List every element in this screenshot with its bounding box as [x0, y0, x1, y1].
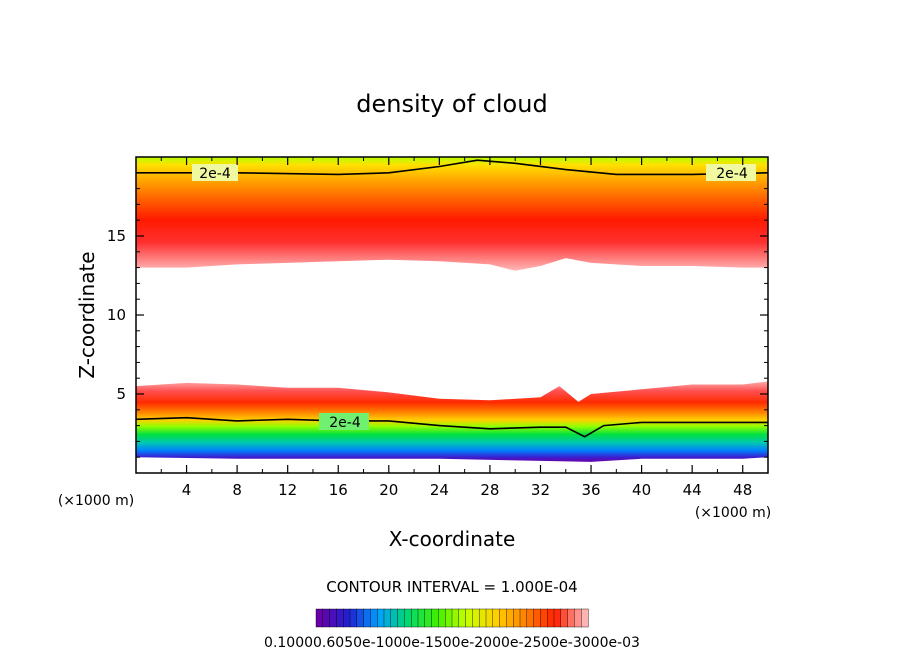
colorbar-cell — [363, 608, 372, 628]
x-unit-left: (×1000 m) — [58, 493, 134, 509]
x-tick-label: 12 — [278, 481, 297, 499]
colorbar-cell — [574, 608, 582, 628]
colorbar-cell — [349, 608, 358, 628]
colorbar-cell — [431, 608, 440, 628]
colorbar-cell — [404, 608, 412, 628]
colorbar-cell — [397, 608, 406, 628]
contour-line-upper — [136, 159, 768, 176]
colorbar-cell — [438, 608, 446, 628]
colorbar-cell — [370, 608, 378, 628]
colorbar-cell — [540, 608, 548, 628]
contour-labels: 2e-4 2e-4 2e-4 — [192, 164, 756, 431]
colorbar-cell — [445, 608, 453, 628]
colorbar-cell — [499, 608, 508, 628]
colorbar-cell — [492, 608, 501, 628]
x-tick-label: 48 — [733, 481, 752, 499]
x-tick-label: 28 — [480, 481, 499, 499]
x-tick-label: 4 — [182, 481, 192, 499]
colorbar-cell — [465, 608, 474, 628]
x-tick-label: 32 — [531, 481, 550, 499]
lower-cloud-layer — [136, 381, 768, 462]
contour-line-lower — [136, 416, 768, 438]
y-axis: 5 10 15 — [107, 172, 768, 458]
x-axis-label: X-coordinate — [389, 527, 516, 551]
x-tick-label: 16 — [329, 481, 348, 499]
chart-title: density of cloud — [356, 90, 547, 118]
colorbar-cell — [485, 608, 494, 628]
colorbar-cell — [383, 608, 392, 628]
colorbar-cell — [377, 608, 385, 628]
colorbar-cell — [451, 608, 460, 628]
colorbar-cell — [560, 608, 569, 628]
x-tick-label: 36 — [581, 481, 600, 499]
x-axis: 4 8 12 16 20 24 28 32 36 40 44 48 — [160, 157, 752, 499]
contour-interval: CONTOUR INTERVAL = 1.000E-04 — [326, 578, 577, 596]
upper-cloud-layer — [136, 157, 768, 271]
colorbar-cell — [411, 608, 419, 628]
x-unit-right: (×1000 m) — [695, 505, 771, 521]
colorbar-cell — [526, 608, 535, 628]
colorbar-cell — [547, 608, 555, 628]
colorbar-cell — [479, 608, 487, 628]
colorbar-labels: 0.10000.6050e-1000e-1500e-2000e-2500e-30… — [264, 635, 640, 651]
colorbar-cell — [567, 608, 575, 628]
colorbar-cell — [424, 608, 433, 628]
colorbar — [315, 608, 589, 628]
colorbar-cell — [458, 608, 467, 628]
y-tick-label: 5 — [116, 385, 126, 403]
contour-label-upper-left: 2e-4 — [199, 166, 231, 182]
colorbar-cell — [519, 608, 528, 628]
x-tick-label: 8 — [232, 481, 242, 499]
contour-label-lower: 2e-4 — [329, 415, 361, 431]
y-tick-label: 15 — [107, 227, 126, 245]
colorbar-cell — [513, 608, 521, 628]
colorbar-cell — [581, 608, 589, 628]
colorbar-cell — [553, 608, 562, 628]
colorbar-cell — [533, 608, 541, 628]
colorbar-cell — [472, 608, 480, 628]
x-tick-label: 20 — [379, 481, 398, 499]
y-axis-label: Z-coordinate — [75, 251, 99, 378]
contour-label-upper-right: 2e-4 — [716, 166, 748, 182]
colorbar-cell — [336, 608, 344, 628]
colorbar-cell — [315, 608, 324, 628]
x-tick-label: 40 — [632, 481, 651, 499]
colorbar-cell — [417, 608, 426, 628]
x-tick-label: 24 — [430, 481, 449, 499]
colorbar-cell — [356, 608, 365, 628]
colorbar-cell — [506, 608, 514, 628]
colorbar-cell — [329, 608, 338, 628]
colorbar-cell — [343, 608, 351, 628]
x-tick-label: 44 — [683, 481, 702, 499]
colorbar-cell — [322, 608, 331, 628]
colorbar-cell — [390, 608, 399, 628]
y-tick-label: 10 — [107, 306, 126, 324]
